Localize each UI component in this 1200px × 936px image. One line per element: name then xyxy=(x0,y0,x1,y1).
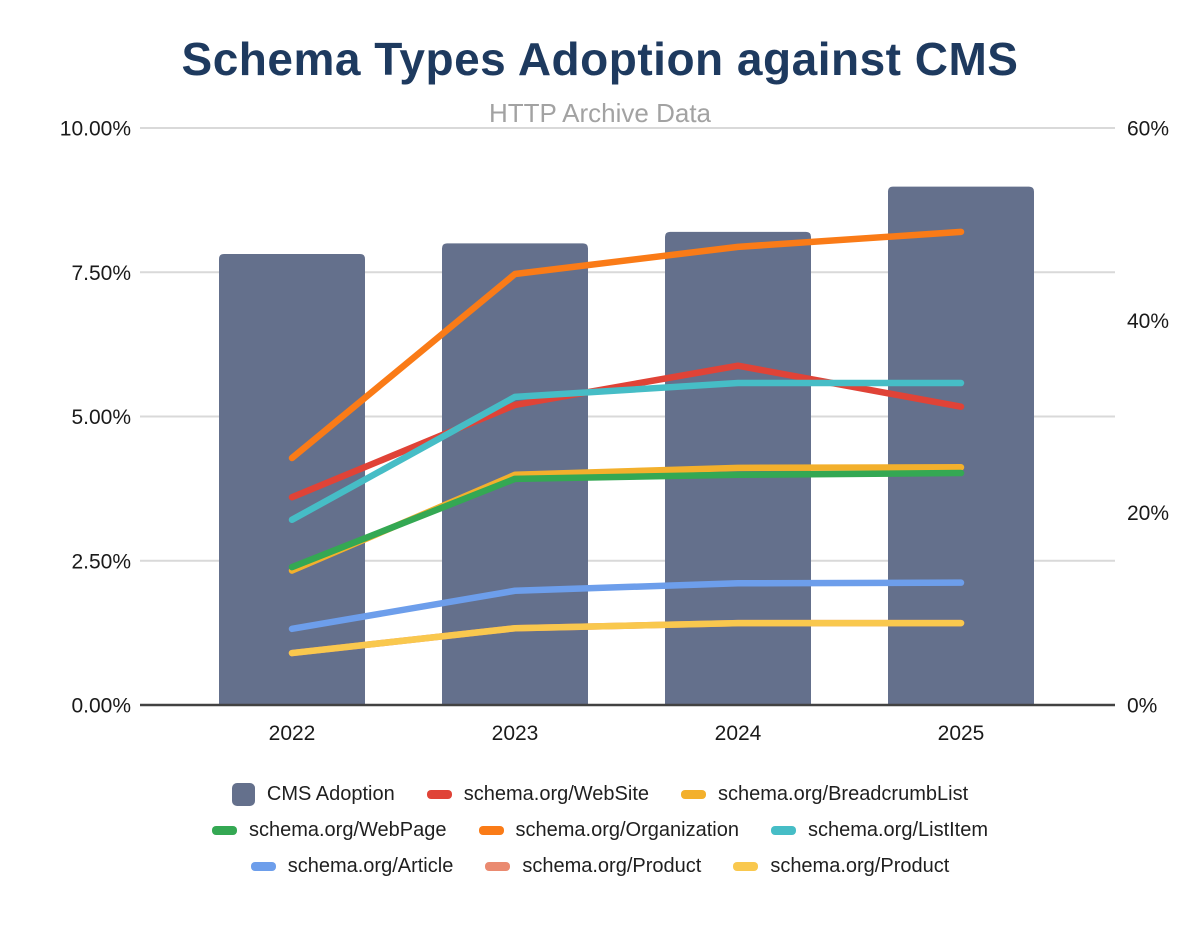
line-schema-org-webpage-2[interactable] xyxy=(288,469,965,571)
x-axis-label-2022: 2022 xyxy=(269,722,316,745)
line-schema-org-article-5[interactable] xyxy=(288,579,965,633)
right-axis-tick-40%: 40% xyxy=(1127,310,1169,333)
legend-label: schema.org/Product xyxy=(770,855,950,877)
left-axis-tick-0.00%: 0.00% xyxy=(71,695,131,718)
legend-item-cms-adoption[interactable]: CMS Adoption xyxy=(231,781,395,808)
legend-row-2: schema.org/WebPage schema.org/Organizatio… xyxy=(211,817,989,844)
legend-label: CMS Adoption xyxy=(266,783,395,805)
x-axis-label-2023: 2023 xyxy=(492,722,539,745)
left-axis-tick-2.50%: 2.50% xyxy=(71,550,131,573)
schema-org-organization-swatch-icon xyxy=(478,826,504,835)
schema-org-breadcrumblist-swatch-icon xyxy=(681,790,707,799)
legend-label: schema.org/WebSite xyxy=(463,783,650,805)
bar-2025[interactable] xyxy=(888,186,1034,705)
schema-org-product-swatch-icon xyxy=(485,862,511,871)
schema-org-website-swatch-icon xyxy=(426,790,452,799)
line-schema-org-product-7[interactable] xyxy=(288,619,965,657)
legend-label: schema.org/BreadcrumbList xyxy=(718,783,969,805)
bar-2022[interactable] xyxy=(219,253,365,705)
legend-item-schema-org-product[interactable]: schema.org/Product xyxy=(733,853,949,880)
left-axis-tick-7.50%: 7.50% xyxy=(71,262,131,285)
legend-item-schema-org-organization[interactable]: schema.org/Organization xyxy=(478,817,739,844)
legend-item-schema-org-article[interactable]: schema.org/Article xyxy=(250,853,454,880)
line-schema-org-breadcrumblist-1[interactable] xyxy=(288,464,965,574)
legend-label: schema.org/Organization xyxy=(515,819,739,841)
legend: CMS Adoption schema.org/WebSite schema.org… xyxy=(0,781,1200,880)
legend-row-1: CMS Adoption schema.org/WebSite schema.org… xyxy=(231,781,968,808)
chart-subtitle: HTTP Archive Data xyxy=(488,98,712,128)
line-schema-org-listitem-4[interactable] xyxy=(288,379,965,524)
legend-item-schema-org-breadcrumblist[interactable]: schema.org/BreadcrumbList xyxy=(681,781,968,808)
x-axis-label-2025: 2025 xyxy=(938,722,985,745)
legend-row-3: schema.org/Article schema.org/Product sche… xyxy=(250,853,949,880)
schema-org-product-swatch-icon xyxy=(733,862,759,871)
cms-adoption-swatch-icon xyxy=(231,783,255,806)
legend-item-schema-org-product[interactable]: schema.org/Product xyxy=(485,853,701,880)
right-axis-tick-20%: 20% xyxy=(1127,502,1169,525)
schema-org-listitem-swatch-icon xyxy=(770,826,796,835)
right-axis-tick-60%: 60% xyxy=(1127,118,1169,141)
line-schema-org-organization-3[interactable] xyxy=(288,228,965,462)
legend-item-schema-org-webpage[interactable]: schema.org/WebPage xyxy=(211,817,447,844)
legend-label: schema.org/ListItem xyxy=(807,819,989,841)
legend-label: schema.org/WebPage xyxy=(248,819,447,841)
legend-item-schema-org-website[interactable]: schema.org/WebSite xyxy=(426,781,650,808)
legend-label: schema.org/Article xyxy=(287,855,454,877)
legend-label: schema.org/Product xyxy=(522,855,702,877)
legend-item-schema-org-listitem[interactable]: schema.org/ListItem xyxy=(770,817,989,844)
right-axis-tick-0%: 0% xyxy=(1127,695,1157,718)
x-axis-label-2024: 2024 xyxy=(715,722,762,745)
chart-title: Schema Types Adoption against CMS xyxy=(181,33,1019,85)
schema-org-article-swatch-icon xyxy=(250,862,276,871)
left-axis-tick-5.00%: 5.00% xyxy=(71,406,131,429)
left-axis-tick-10.00%: 10.00% xyxy=(60,118,131,141)
schema-org-webpage-swatch-icon xyxy=(211,826,237,835)
plot-area: 0.00% 2.50% 5.00% 7.50% 10.00% 0% 20% 40% 60% 202… xyxy=(60,118,1169,746)
